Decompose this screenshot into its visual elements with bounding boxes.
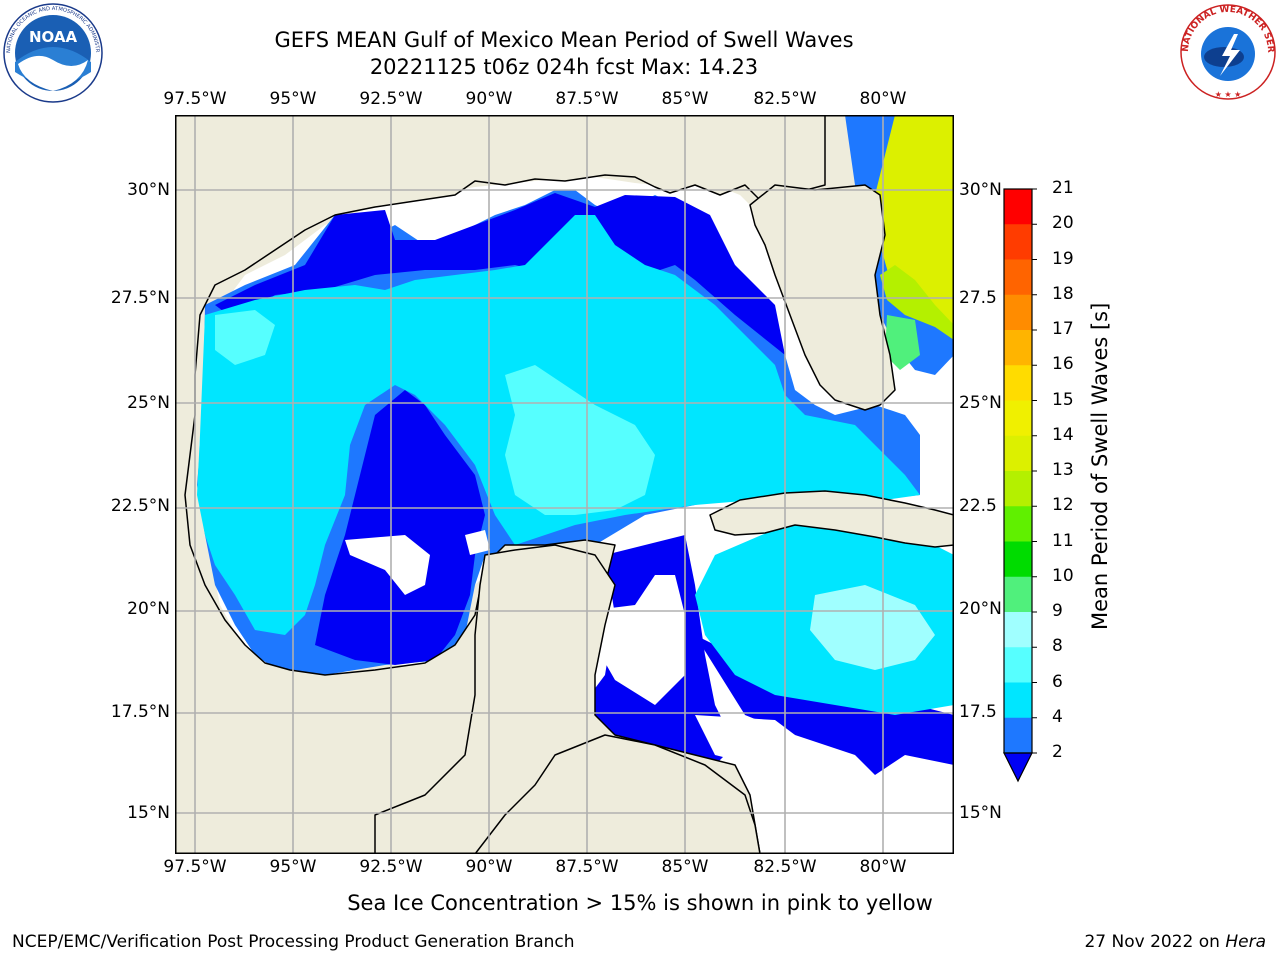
lat-label-right-4: 20°N	[959, 599, 1002, 619]
cuba-island	[709, 490, 954, 548]
lon-label-bottom-1: 95°W	[269, 857, 317, 877]
lat-label-left-2: 25°N	[127, 393, 170, 413]
colorbar-segment-1	[1004, 224, 1032, 260]
nodata-patch-2	[595, 575, 685, 705]
lat-label-right-1: 27.5	[959, 288, 997, 308]
sea-ice-note: Sea Ice Concentration > 15% is shown in …	[347, 891, 933, 915]
colorbar-label: Mean Period of Swell Waves [s]	[1088, 302, 1112, 630]
lat-label-right-6: 15°N	[959, 803, 1002, 823]
map-gridlines	[175, 115, 954, 854]
colorbar-tick-label-11: 16	[1052, 354, 1074, 375]
footer-branch: NCEP/EMC/Verification Post Processing Pr…	[12, 932, 575, 952]
lat-label-left-4: 20°N	[127, 599, 170, 619]
lon-label-bottom-7: 80°W	[859, 857, 907, 877]
colorbar-tick-label-12: 17	[1052, 319, 1074, 339]
colorbar-segment-8	[1004, 471, 1032, 507]
lon-label-top-3: 90°W	[465, 89, 513, 109]
lon-label-top-2: 92.5°W	[359, 89, 423, 109]
chart-title: GEFS MEAN Gulf of Mexico Mean Period of …	[274, 28, 854, 52]
lon-label-bottom-0: 97.5°W	[163, 857, 227, 877]
colorbar-tick-label-9: 14	[1052, 424, 1074, 445]
lon-label-top-4: 87.5°W	[555, 89, 619, 109]
lat-label-right-5: 17.5	[959, 702, 997, 722]
colorbar-segment-15	[1004, 717, 1032, 754]
lon-label-top-1: 95°W	[269, 89, 317, 109]
map-frame	[175, 115, 954, 854]
lon-label-top-5: 85°W	[661, 89, 709, 109]
colorbar-tick-label-0: 2	[1052, 742, 1063, 762]
colorbar-segment-6	[1004, 400, 1032, 437]
colorbar-segment-2	[1004, 259, 1032, 296]
swell-field-deepblue-center	[315, 390, 485, 665]
nws-logo: NATIONAL WEATHER SERVICE ★ ★ ★	[1178, 2, 1276, 100]
colorbar-tick-label-5: 10	[1052, 565, 1074, 586]
colorbar-segment-3	[1004, 294, 1032, 331]
colorbar-tick-label-14: 19	[1052, 248, 1074, 269]
lat-label-right-0: 30°N	[959, 180, 1002, 200]
lon-label-bottom-5: 85°W	[661, 857, 709, 877]
lon-label-bottom-3: 90°W	[465, 857, 513, 877]
colorbar-segment-7	[1004, 435, 1032, 472]
atlantic-green-patch	[885, 315, 920, 370]
lon-label-top-7: 80°W	[859, 89, 907, 109]
footer-date: 27 Nov 2022 on Hera	[1084, 932, 1266, 952]
swell-field-deepblue-north	[215, 193, 785, 355]
colorbar-tick-label-15: 20	[1052, 213, 1074, 234]
colorbar	[1003, 188, 1037, 783]
lon-label-bottom-4: 87.5°W	[555, 857, 619, 877]
footer-host: Hera	[1225, 932, 1266, 952]
lon-label-top-6: 82.5°W	[753, 89, 817, 109]
colorbar-tick-label-13: 18	[1052, 283, 1074, 304]
colorbar-segment-14	[1004, 682, 1032, 719]
nodata-patch-4	[695, 715, 795, 765]
lon-label-bottom-6: 82.5°W	[753, 857, 817, 877]
colorbar-segment-10	[1004, 541, 1032, 578]
colorbar-segment-13	[1004, 647, 1032, 683]
colorbar-extend-min	[1003, 752, 1033, 783]
colorbar-tick-label-4: 9	[1052, 601, 1063, 621]
lat-label-left-6: 15°N	[127, 803, 170, 823]
colorbar-segment-12	[1004, 612, 1032, 648]
lat-label-left-5: 17.5°N	[110, 702, 170, 722]
lat-label-left-3: 22.5°N	[110, 496, 170, 516]
colorbar-tick-label-7: 12	[1052, 495, 1074, 516]
nodata-patch-3	[465, 530, 490, 555]
colorbar-segment-11	[1004, 576, 1032, 613]
colorbar-segment-5	[1004, 365, 1032, 401]
footer-date-text: 27 Nov 2022 on	[1084, 932, 1226, 952]
colorbar-tick-label-6: 11	[1052, 530, 1074, 551]
colorbar-tick-label-16: 21	[1052, 178, 1074, 198]
svg-text:★ ★ ★: ★ ★ ★	[1215, 90, 1242, 99]
lon-label-bottom-2: 92.5°W	[359, 857, 423, 877]
colorbar-tick-label-2: 6	[1052, 671, 1063, 692]
colorbar-tick-label-8: 13	[1052, 460, 1074, 480]
colorbar-segment-9	[1004, 506, 1032, 542]
colorbar-segment-4	[1004, 330, 1032, 366]
swell-field-palecyan	[810, 585, 935, 670]
swell-field-lightcyan-2	[215, 310, 275, 365]
colorbar-segment-0	[1004, 189, 1032, 225]
colorbar-tick-label-1: 4	[1052, 706, 1063, 727]
lat-label-right-3: 22.5	[959, 496, 997, 516]
colorbar-tick-label-10: 15	[1052, 389, 1074, 410]
lat-label-right-2: 25°N	[959, 393, 1002, 413]
atlantic-yellowgreen-field	[880, 265, 954, 340]
chart-subtitle: 20221125 t06z 024h fcst Max: 14.23	[369, 55, 759, 79]
nodata-patch-1	[345, 535, 430, 595]
noaa-logo-text: NOAA	[29, 28, 78, 46]
lat-label-left-0: 30°N	[127, 180, 170, 200]
colorbar-tick-label-3: 8	[1052, 636, 1063, 657]
central-america-land	[474, 734, 761, 854]
map-panel	[175, 115, 954, 854]
noaa-logo: NOAA NATIONAL OCEANIC AND ATMOSPHERIC AD…	[2, 2, 103, 103]
lat-label-left-1: 27.5°N	[110, 288, 170, 308]
lon-label-top-0: 97.5°W	[163, 89, 227, 109]
